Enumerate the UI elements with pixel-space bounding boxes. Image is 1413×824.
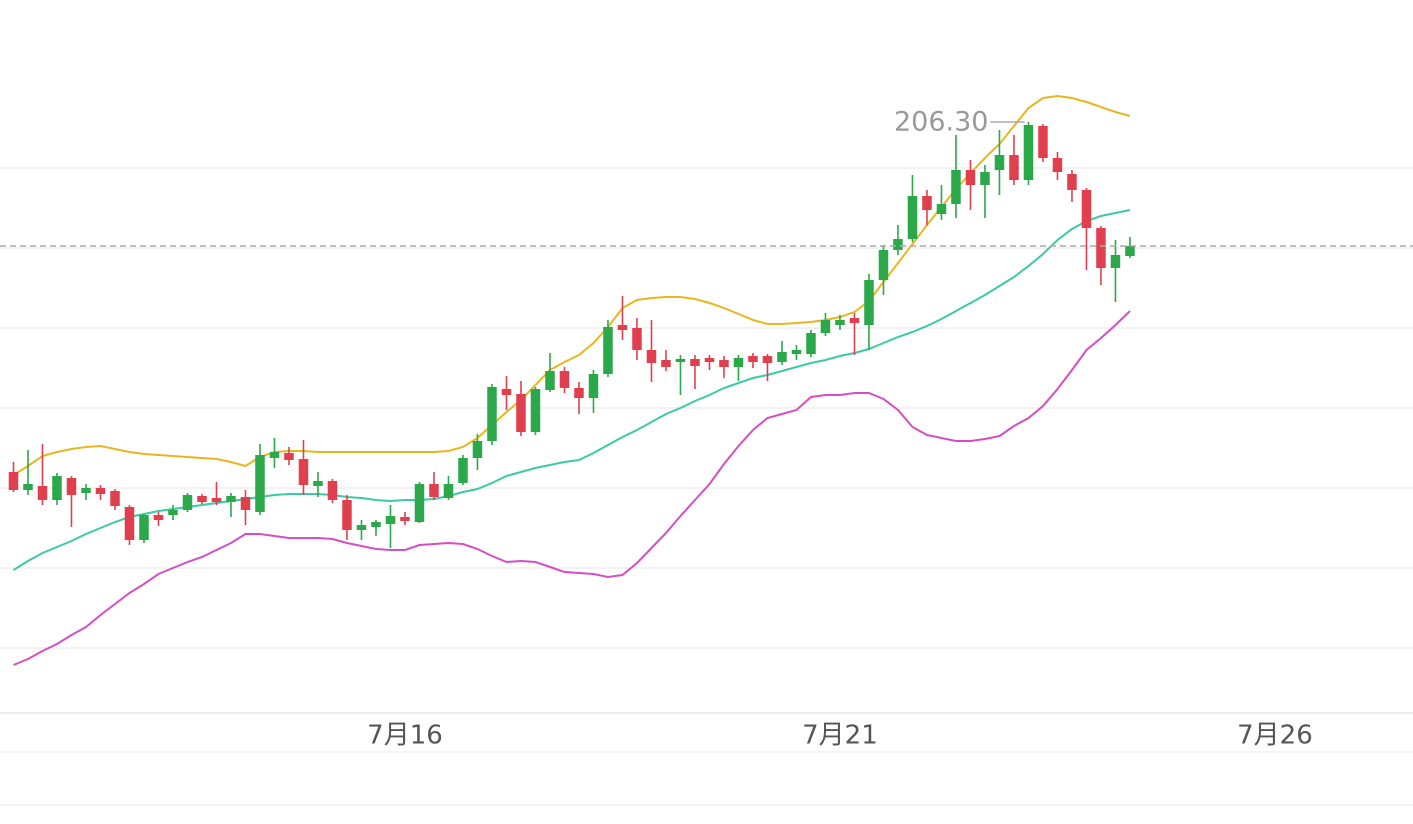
candle-body	[153, 515, 164, 520]
candle-body	[37, 486, 48, 500]
candle-body	[791, 350, 802, 354]
candle-body	[182, 495, 193, 510]
candle-body	[429, 484, 439, 497]
candle-body	[124, 507, 135, 540]
candle-body	[661, 360, 671, 367]
candle-body	[443, 484, 454, 498]
candle-body	[385, 516, 396, 524]
candle-body	[342, 500, 352, 530]
candle-body	[951, 170, 961, 204]
candle-body	[820, 320, 831, 333]
candle-body	[371, 522, 381, 527]
candle-body	[95, 488, 106, 494]
candle-body	[748, 356, 758, 362]
candle-body	[632, 328, 642, 350]
candle-body	[777, 352, 787, 362]
candle-body	[864, 280, 874, 325]
band-line	[12, 209, 1131, 571]
candle-body	[298, 459, 309, 485]
candle-body	[965, 170, 976, 185]
candle-body	[52, 476, 62, 500]
candle-body	[893, 239, 903, 250]
band-line	[13, 310, 1131, 666]
candle-body	[690, 359, 700, 366]
candle-body	[1038, 126, 1048, 158]
candle-body	[284, 453, 294, 460]
candle-body	[240, 497, 251, 510]
x-tick-label: 7月16	[367, 721, 443, 751]
candle-body	[487, 387, 497, 441]
candle-body	[516, 394, 526, 432]
candle-body	[110, 491, 120, 506]
candle-body	[8, 472, 19, 490]
candle-body	[617, 325, 628, 330]
candle-body	[1067, 174, 1077, 190]
candle-body	[197, 496, 207, 502]
candle-body	[1023, 125, 1034, 180]
candle-body	[269, 452, 280, 458]
candle-body	[559, 371, 570, 388]
candle-body	[806, 333, 816, 354]
candle-body	[980, 172, 990, 185]
x-tick-label: 7月21	[802, 721, 878, 751]
candle-body	[733, 358, 744, 367]
candle-body	[1052, 158, 1063, 172]
candle-body	[23, 484, 33, 490]
candle-body	[501, 389, 512, 395]
candle-body	[168, 510, 178, 515]
candle-body	[849, 318, 860, 323]
annotation-label: 206.30	[894, 107, 988, 138]
candle-body	[603, 327, 613, 374]
candle-body	[719, 360, 729, 367]
candle-body	[66, 478, 77, 495]
candle-body	[414, 484, 425, 522]
x-tick-label: 7月26	[1237, 721, 1313, 751]
candle-body	[1081, 190, 1092, 228]
candle-body	[907, 196, 918, 239]
candle-body	[458, 458, 468, 483]
candle-body	[1110, 255, 1121, 268]
candle-body	[675, 359, 686, 362]
candle-body	[704, 358, 715, 362]
candle-body	[472, 441, 483, 458]
candle-body	[356, 525, 367, 530]
candle-body	[211, 498, 222, 502]
candle-body	[574, 388, 584, 398]
candle-body	[1125, 246, 1135, 256]
candle-body	[835, 320, 845, 325]
candle-body	[255, 455, 265, 512]
candle-body	[922, 196, 932, 210]
candle-body	[1009, 155, 1019, 180]
candle-body	[400, 517, 410, 521]
candle-body	[588, 374, 599, 398]
candle-body	[994, 155, 1005, 170]
candle-body	[226, 496, 236, 502]
candle-body	[646, 350, 657, 363]
candle-body	[530, 389, 541, 432]
candle-body	[762, 356, 773, 363]
candle-body	[327, 481, 338, 500]
candle-body	[139, 515, 149, 540]
candle-body	[545, 371, 555, 390]
candle-body	[313, 481, 323, 486]
candle-body	[936, 204, 947, 214]
candle-body	[1096, 228, 1106, 268]
candle-body	[878, 250, 889, 280]
band-line	[12, 94, 1131, 476]
candle-body	[81, 488, 91, 493]
